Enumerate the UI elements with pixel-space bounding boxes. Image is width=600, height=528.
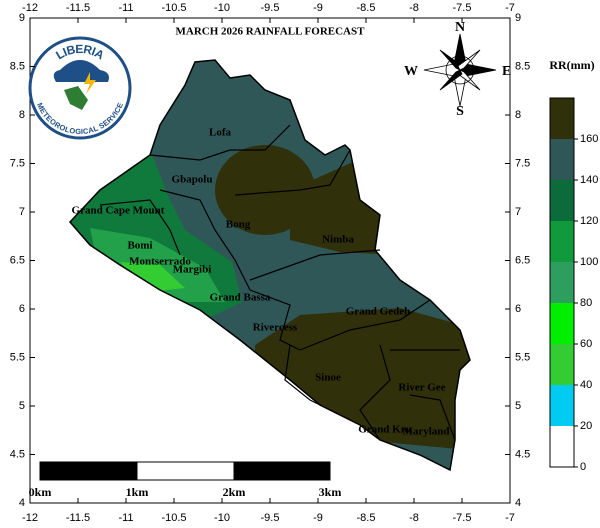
scale-label: 1km [126, 485, 149, 499]
legend-label: 140 [580, 174, 598, 186]
county-label: Grand Bassa [210, 292, 271, 304]
lat-label-left: 9 [19, 12, 25, 24]
legend-title: RR(mm) [549, 58, 594, 72]
scale-segment [136, 461, 235, 481]
legend-swatch [550, 344, 574, 385]
legend-label: 100 [580, 256, 598, 268]
lat-label-right: 8.5 [515, 60, 530, 72]
country-border [68, 59, 471, 472]
compass-south: S [456, 104, 464, 119]
lon-label-top: -7 [505, 2, 515, 14]
lat-label-left: 8.5 [10, 60, 25, 72]
legend-swatch [550, 303, 574, 344]
lon-label-bottom: -11.5 [66, 512, 90, 524]
lon-label-bottom: -10 [214, 512, 230, 524]
county-label: Bomi [127, 240, 152, 252]
lon-label-bottom: -9.5 [261, 512, 280, 524]
lon-label-bottom: -11 [118, 512, 133, 524]
map-title: MARCH 2026 RAINFALL FORECAST [176, 26, 366, 38]
lat-label-left: 5.5 [10, 351, 25, 363]
lat-label-right: 7.5 [515, 157, 530, 169]
lat-label-left: 6.5 [10, 254, 25, 266]
lat-label-right: 5.5 [515, 351, 530, 363]
lon-label-top: -9.5 [261, 2, 280, 14]
compass-north: N [455, 20, 465, 35]
legend-swatch [550, 221, 574, 262]
legend-label: 120 [580, 215, 598, 227]
lon-label-top: -12 [22, 2, 38, 14]
legend-label: 20 [580, 420, 592, 432]
county-label: Nimba [322, 234, 354, 246]
lat-label-right: 8 [515, 109, 521, 121]
logo-cloud [53, 60, 109, 82]
compass-west: W [404, 64, 418, 79]
logo-map [64, 86, 88, 110]
lat-label-right: 5 [515, 400, 521, 412]
lon-label-bottom: -10.5 [161, 512, 186, 524]
logo-ring [28, 36, 132, 140]
lon-label-top: -10.5 [161, 2, 186, 14]
county-label: Gbapolu [172, 174, 213, 186]
lat-label-right: 9 [515, 12, 521, 24]
legend-swatch [550, 262, 574, 303]
lon-label-bottom: -7 [505, 512, 515, 524]
compass-rose [423, 33, 497, 107]
legend-swatch [550, 139, 574, 180]
county-label: River Gee [398, 382, 445, 394]
lon-label-top: -9 [313, 2, 323, 14]
lat-label-right: 4 [515, 497, 521, 509]
scale-label: 3km [319, 485, 342, 499]
lat-label-right: 6 [515, 303, 521, 315]
lat-label-left: 8 [19, 109, 25, 121]
legend-frame [549, 97, 575, 468]
lon-label-bottom: -12 [22, 512, 38, 524]
county-label: Rivercess [253, 322, 298, 334]
lon-label-top: -11 [118, 2, 133, 14]
lat-label-right: 4.5 [515, 448, 530, 460]
lat-label-left: 7 [19, 206, 25, 218]
lat-label-left: 5 [19, 400, 25, 412]
lat-label-left: 4 [19, 497, 25, 509]
lon-label-top: -11.5 [66, 2, 90, 14]
county-label: Sinoe [315, 372, 341, 384]
lat-label-left: 7.5 [10, 157, 25, 169]
legend-swatch [550, 385, 574, 426]
county-label: Lofa [209, 127, 232, 139]
lat-label-left: 4.5 [10, 448, 25, 460]
compass-east: E [502, 64, 511, 79]
county-label: Margibi [173, 264, 212, 276]
logo-bolt [84, 72, 96, 94]
legend-swatch [550, 180, 574, 221]
scale-label: 0km [29, 485, 52, 499]
legend-label: 0 [580, 461, 586, 473]
county-label: Grand Cape Mount [72, 205, 165, 217]
lon-label-top: -8 [409, 2, 419, 14]
legend-label: 60 [580, 338, 592, 350]
legend-swatch [550, 98, 574, 139]
legend-label: 160 [580, 133, 598, 145]
lon-label-top: -8.5 [357, 2, 376, 14]
scale-label: 2km [223, 485, 246, 499]
county-label: Maryland [402, 426, 449, 438]
county-label: Grand Gedeh [346, 306, 410, 318]
lat-label-right: 6.5 [515, 254, 530, 266]
county-label: Bong [226, 219, 251, 231]
lat-label-left: 6 [19, 303, 25, 315]
county-label: Grand Kru [358, 424, 411, 436]
lat-label-right: 7 [515, 206, 521, 218]
legend-label: 40 [580, 379, 592, 391]
lon-label-bottom: -8.5 [357, 512, 376, 524]
legend-label: 80 [580, 297, 592, 309]
lon-label-top: -10 [214, 2, 230, 14]
lon-label-bottom: -9 [313, 512, 323, 524]
lon-label-bottom: -7.5 [453, 512, 472, 524]
legend-swatch [550, 426, 574, 467]
lon-label-top: -7.5 [453, 2, 472, 14]
lon-label-bottom: -8 [409, 512, 419, 524]
county-borders [99, 124, 460, 441]
scale-segment [233, 461, 331, 481]
scale-segment [39, 461, 138, 481]
county-label: Montserrado [129, 256, 191, 268]
